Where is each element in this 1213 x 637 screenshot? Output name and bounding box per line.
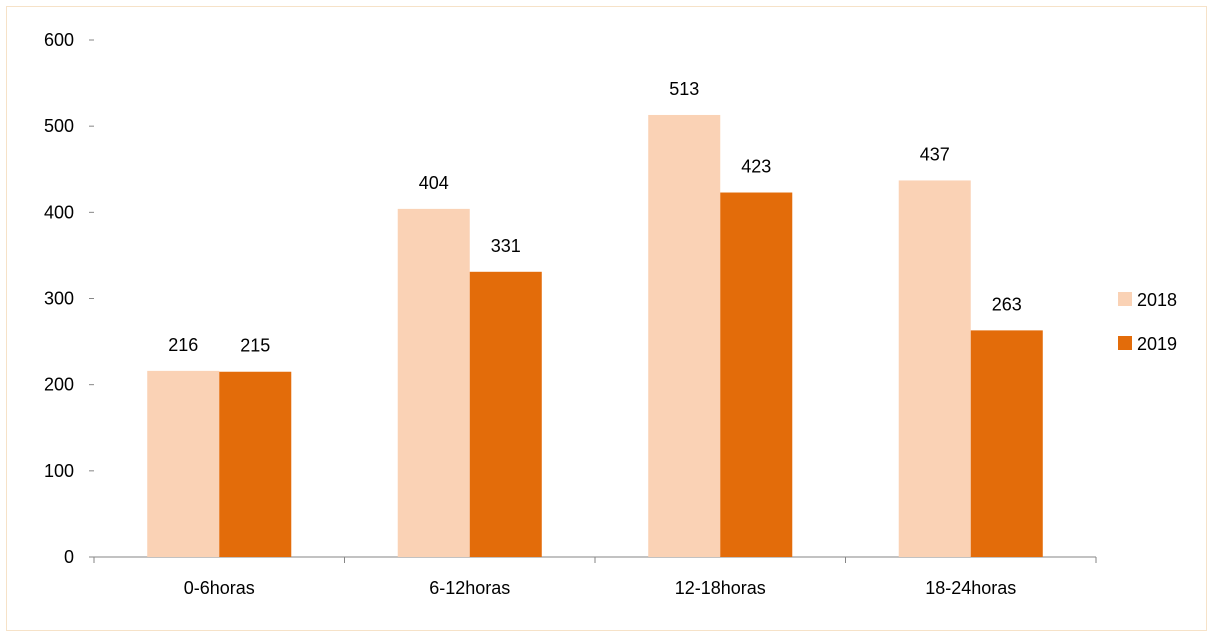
data-labels: 216 215 404 331 513 423 437 263 — [168, 79, 1022, 356]
data-label: 404 — [419, 173, 449, 193]
legend-label: 2019 — [1137, 334, 1177, 354]
x-category-label: 12-18horas — [675, 578, 766, 598]
legend-swatch — [1118, 336, 1132, 350]
x-category-label: 18-24horas — [925, 578, 1016, 598]
x-category-label: 6-12horas — [429, 578, 510, 598]
data-label: 216 — [168, 335, 198, 355]
data-label: 215 — [240, 336, 270, 356]
y-tick-label: 500 — [44, 116, 74, 136]
data-label: 423 — [741, 157, 771, 177]
y-tick-label: 0 — [64, 547, 74, 567]
y-tick-label: 300 — [44, 289, 74, 309]
data-label: 513 — [669, 79, 699, 99]
data-label: 263 — [992, 294, 1022, 314]
y-tick-label: 600 — [44, 30, 74, 50]
y-tick-label: 400 — [44, 202, 74, 222]
legend: 2018 2019 — [1118, 290, 1177, 354]
y-tick-label: 100 — [44, 461, 74, 481]
legend-swatch — [1118, 292, 1132, 306]
x-axis: 0-6horas 6-12horas 12-18horas 18-24horas — [93, 556, 1097, 598]
data-label: 437 — [920, 144, 950, 164]
bar-2019-12-18horas — [720, 192, 793, 557]
bar-chart: 0 100 200 300 400 500 600 0-6horas 6-12horas 12-… — [44, 30, 1177, 598]
data-label: 331 — [491, 236, 521, 256]
bar-2019-0-6horas — [219, 371, 292, 557]
chart-frame: 0 100 200 300 400 500 600 0-6horas 6-12horas 12-… — [6, 6, 1207, 631]
bars — [147, 114, 1043, 558]
bar-2018-18-24horas — [898, 180, 971, 557]
bar-2019-6-12horas — [469, 271, 542, 557]
bar-2018-6-12horas — [397, 208, 470, 558]
legend-label: 2018 — [1137, 290, 1177, 310]
bar-2019-18-24horas — [970, 330, 1043, 557]
x-category-label: 0-6horas — [184, 578, 255, 598]
bar-2018-0-6horas — [147, 370, 220, 557]
y-tick-label: 200 — [44, 375, 74, 395]
y-axis: 0 100 200 300 400 500 600 — [44, 30, 94, 567]
bar-2018-12-18horas — [648, 114, 721, 557]
